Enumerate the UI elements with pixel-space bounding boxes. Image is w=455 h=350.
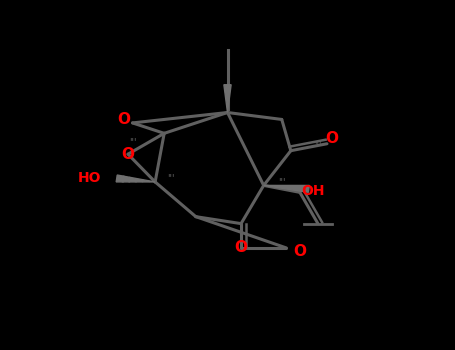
Polygon shape bbox=[116, 175, 155, 182]
Text: ''': ''' bbox=[314, 140, 322, 150]
Text: O: O bbox=[235, 240, 248, 256]
Text: ''': ''' bbox=[129, 137, 136, 147]
Polygon shape bbox=[224, 85, 231, 112]
Text: O: O bbox=[121, 147, 135, 162]
Text: ''': ''' bbox=[278, 177, 286, 187]
Text: OH: OH bbox=[301, 184, 325, 198]
Text: ''': ''' bbox=[167, 174, 175, 183]
Text: O: O bbox=[117, 112, 130, 127]
Polygon shape bbox=[264, 186, 309, 192]
Text: HO: HO bbox=[78, 172, 101, 186]
Text: O: O bbox=[293, 244, 306, 259]
Text: O: O bbox=[325, 131, 338, 146]
